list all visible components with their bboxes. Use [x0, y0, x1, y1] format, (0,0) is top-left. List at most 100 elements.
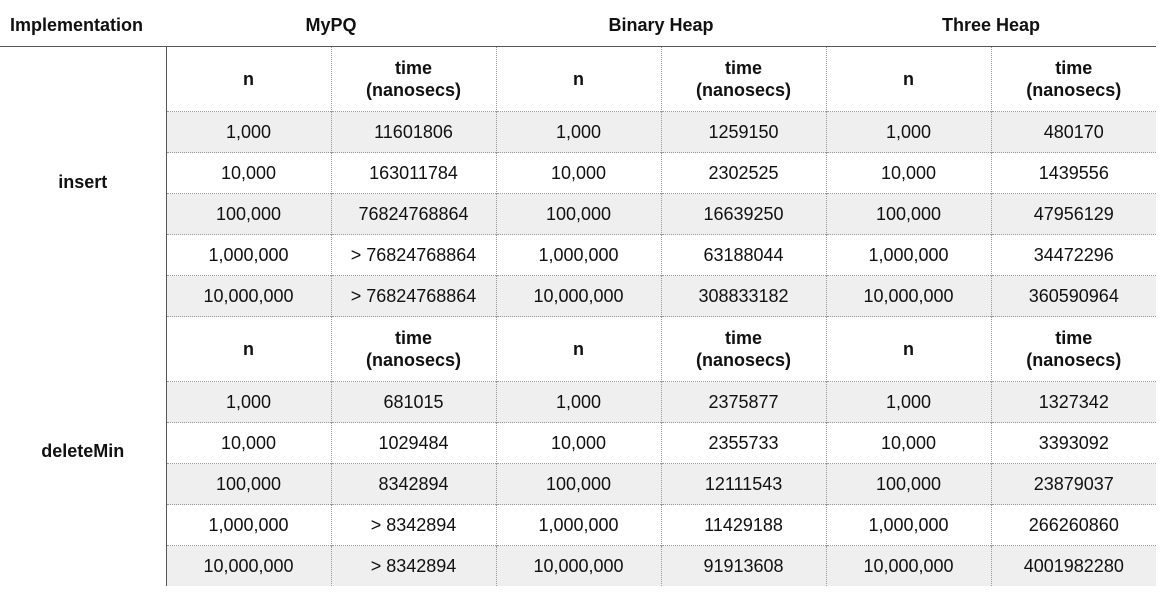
n-cell: 100,000 [825, 193, 992, 235]
n-cell: 1,000,000 [825, 234, 992, 276]
n-cell: 100,000 [495, 463, 662, 505]
n-cell: 1,000,000 [165, 234, 331, 276]
operation-label-insert: insert [0, 46, 166, 317]
time-cell: 23879037 [990, 463, 1157, 505]
n-cell: 1,000,000 [825, 504, 992, 546]
table-body: insert n time (nanosecs) n time (nanosecs) n tim… [0, 46, 1157, 586]
time-cell: 91913608 [660, 545, 827, 586]
time-cell: 480170 [990, 111, 1157, 153]
n-column-header: n [165, 316, 331, 382]
time-cell: 3393092 [990, 422, 1157, 464]
time-cell: 47956129 [990, 193, 1157, 235]
time-cell: > 8342894 [330, 545, 497, 586]
time-header-line1: time [395, 328, 433, 348]
column-subheader-row: deleteMin n time (nanosecs) n time (nanosecs) n… [0, 316, 1157, 586]
table-row: 10,000,000 > 8342894 10,000,000 91913608 10,… [0, 545, 1157, 586]
impl-header-mypq: MyPQ [166, 4, 497, 47]
time-cell: 2302525 [660, 152, 827, 194]
impl-header-binary-heap: Binary Heap [496, 4, 827, 47]
n-cell: 100,000 [165, 193, 331, 235]
table-row: 100,000 76824768864 100,000 16639250 100,000… [0, 193, 1157, 235]
time-cell: 1439556 [990, 152, 1157, 194]
table-row: 1,000,000 > 76824768864 1,000,000 63188044 1… [0, 234, 1157, 276]
time-cell: 8342894 [330, 463, 497, 505]
time-column-header: time (nanosecs) [330, 316, 497, 382]
time-cell: 163011784 [330, 152, 497, 194]
n-cell: 10,000,000 [495, 545, 662, 586]
time-header-line1: time [725, 58, 763, 78]
time-header-line2: (nanosecs) [1026, 80, 1122, 100]
time-header-line2: (nanosecs) [696, 80, 792, 100]
n-cell: 10,000 [825, 152, 992, 194]
time-cell: 308833182 [660, 275, 827, 317]
n-cell: 10,000 [495, 152, 662, 194]
time-cell: 2355733 [660, 422, 827, 464]
n-cell: 1,000 [165, 111, 331, 153]
time-header-line1: time [725, 328, 763, 348]
time-cell: 2375877 [660, 381, 827, 423]
table-row: 10,000,000 > 76824768864 10,000,000 3088331… [0, 275, 1157, 317]
time-cell: 1327342 [990, 381, 1157, 423]
n-cell: 10,000,000 [825, 275, 992, 317]
n-cell: 10,000 [165, 422, 331, 464]
table-row: 1,000 11601806 1,000 1259150 1,000 480170 [0, 111, 1157, 153]
time-header-line2: (nanosecs) [1026, 350, 1122, 370]
n-cell: 100,000 [825, 463, 992, 505]
time-header-line2: (nanosecs) [696, 350, 792, 370]
time-cell: 681015 [330, 381, 497, 423]
table-row: 1,000 681015 1,000 2375877 1,000 1327342 [0, 381, 1157, 423]
table-row: 1,000,000 > 8342894 1,000,000 11429188 1,000… [0, 504, 1157, 546]
n-cell: 1,000 [165, 381, 331, 423]
time-cell: 76824768864 [330, 193, 497, 235]
n-column-header: n [165, 46, 331, 112]
impl-header-three-heap: Three Heap [826, 4, 1157, 47]
time-column-header: time (nanosecs) [330, 46, 497, 112]
n-cell: 10,000,000 [165, 275, 331, 317]
time-cell: 12111543 [660, 463, 827, 505]
n-cell: 10,000 [495, 422, 662, 464]
table-header-row: Implementation MyPQ Binary Heap Three He… [0, 4, 1157, 47]
table-row: 100,000 8342894 100,000 12111543 100,000 2387… [0, 463, 1157, 505]
n-column-header: n [495, 316, 662, 382]
time-column-header: time (nanosecs) [660, 46, 827, 112]
n-cell: 1,000 [495, 381, 662, 423]
time-cell: > 8342894 [330, 504, 497, 546]
time-cell: 63188044 [660, 234, 827, 276]
n-column-header: n [825, 46, 992, 112]
n-cell: 1,000,000 [495, 234, 662, 276]
n-cell: 1,000 [825, 381, 992, 423]
time-header-line2: (nanosecs) [365, 350, 462, 370]
time-cell: 11429188 [660, 504, 827, 546]
n-cell: 1,000,000 [165, 504, 331, 546]
time-cell: 16639250 [660, 193, 827, 235]
n-column-header: n [495, 46, 662, 112]
n-column-header: n [825, 316, 992, 382]
n-cell: 10,000,000 [825, 545, 992, 586]
time-cell: 360590964 [990, 275, 1157, 317]
n-cell: 100,000 [165, 463, 331, 505]
implementation-header: Implementation [0, 4, 166, 47]
n-cell: 1,000 [495, 111, 662, 153]
n-cell: 10,000,000 [165, 545, 331, 586]
n-cell: 10,000 [165, 152, 331, 194]
n-cell: 10,000,000 [495, 275, 662, 317]
n-cell: 1,000,000 [495, 504, 662, 546]
n-cell: 100,000 [495, 193, 662, 235]
time-header-line1: time [395, 58, 433, 78]
time-cell: 4001982280 [990, 545, 1157, 586]
n-cell: 10,000 [825, 422, 992, 464]
time-column-header: time (nanosecs) [990, 316, 1157, 382]
n-cell: 1,000 [825, 111, 992, 153]
time-header-line1: time [1055, 328, 1093, 348]
time-column-header: time (nanosecs) [660, 316, 827, 382]
time-column-header: time (nanosecs) [990, 46, 1157, 112]
time-header-line2: (nanosecs) [365, 80, 462, 100]
time-cell: 1029484 [330, 422, 497, 464]
time-cell: 1259150 [660, 111, 827, 153]
time-cell: 11601806 [330, 111, 497, 153]
table-row: 10,000 163011784 10,000 2302525 10,000 143955… [0, 152, 1157, 194]
time-cell: 266260860 [990, 504, 1157, 546]
time-header-line1: time [1055, 58, 1093, 78]
operation-label-deletemin: deleteMin [0, 316, 166, 586]
time-cell: 34472296 [990, 234, 1157, 276]
